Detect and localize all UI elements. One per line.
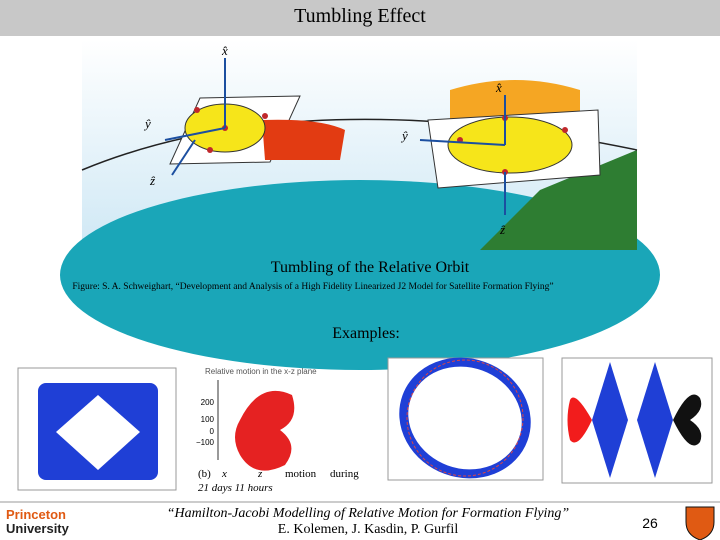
reference-circle — [406, 359, 524, 477]
example-plot-2: Relative motion in the x-z plane 200 100… — [196, 367, 359, 494]
tick-label: 100 — [201, 415, 215, 424]
example-plot-4 — [561, 357, 713, 484]
example-plot-3 — [387, 357, 544, 481]
trajectory — [567, 397, 592, 443]
shadow — [262, 119, 345, 160]
sat — [194, 107, 200, 113]
plot-caption: motion — [285, 468, 317, 480]
axis — [164, 127, 226, 141]
plot-frame — [387, 357, 544, 481]
shield-logo — [685, 506, 715, 540]
figure-caption: Tumbling of the Relative Orbit — [271, 259, 470, 276]
plot-caption: z — [257, 468, 263, 480]
sat — [262, 113, 268, 119]
trajectory — [235, 390, 295, 471]
shadow — [450, 80, 580, 120]
logo-text: Princeton — [6, 507, 66, 522]
logo-text: University — [6, 521, 70, 536]
axis — [171, 139, 196, 176]
axis-label: ŷ — [143, 116, 151, 131]
title-bar — [0, 0, 720, 36]
slide-title: Tumbling Effect — [294, 5, 426, 27]
axis-label: ẑ — [149, 173, 156, 188]
trajectory — [637, 362, 673, 478]
figure-source: Figure: S. A. Schweighart, “Development … — [72, 281, 553, 292]
trajectory — [673, 394, 702, 446]
plot-duration: 21 days 11 hours — [198, 482, 273, 494]
sat — [207, 147, 213, 153]
sat — [562, 127, 568, 133]
plot-label: (b) — [198, 468, 211, 480]
plot-caption: during — [330, 468, 359, 480]
examples-heading: Examples: — [332, 325, 400, 342]
hole — [56, 395, 140, 470]
tick-label: −100 — [196, 438, 215, 447]
authors: E. Kolemen, J. Kasdin, P. Gurfil — [278, 522, 459, 537]
page-number: 26 — [642, 515, 658, 531]
axis — [419, 139, 506, 146]
plot-caption: x — [221, 468, 227, 480]
axis-label: ẑ — [499, 222, 506, 237]
example-plot-1 — [17, 367, 177, 491]
tumbling-diagram: x̂ ŷ ẑ x̂ ŷ ẑ — [60, 40, 660, 370]
axis-label: x̂ — [221, 43, 228, 58]
citation: “Hamilton-Jacobi Modelling of Relative M… — [167, 506, 570, 521]
orbit-ellipse — [447, 116, 573, 174]
trajectory — [592, 362, 628, 478]
trajectory — [399, 357, 531, 479]
tick-label: 200 — [201, 398, 215, 407]
tick-label: 0 — [210, 427, 215, 436]
axis-label: ŷ — [400, 128, 408, 143]
plot-title: Relative motion in the x-z plane — [205, 367, 317, 376]
axis-label: x̂ — [495, 80, 502, 95]
